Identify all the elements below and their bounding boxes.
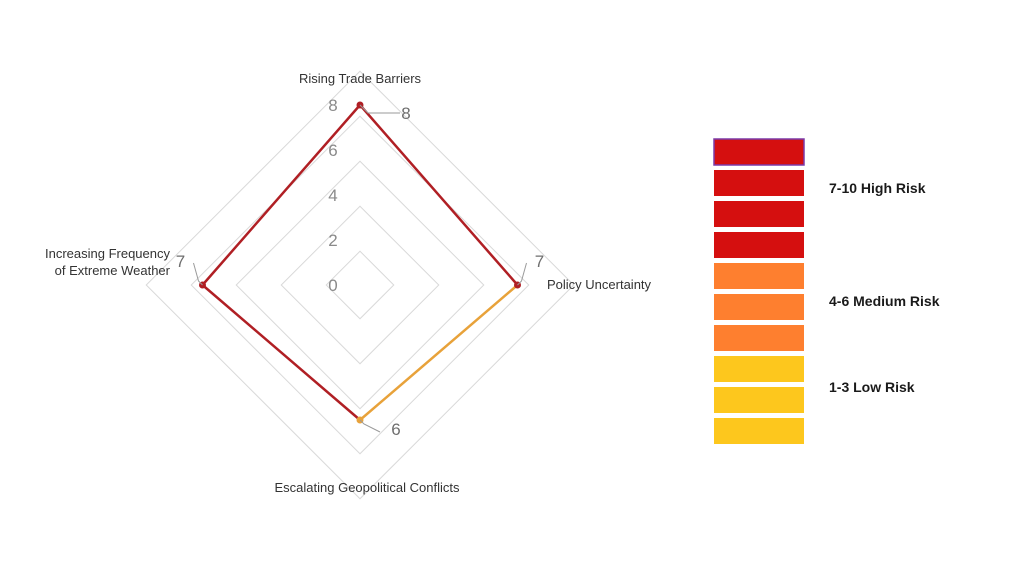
leader-line-1 xyxy=(359,104,400,114)
grid-ring-2 xyxy=(280,205,440,365)
tick-label-8: 8 xyxy=(328,96,337,115)
radar-series xyxy=(199,101,521,424)
axis-label-3: Escalating Geopolitical Conflicts xyxy=(275,480,460,495)
data-label-3: 6 xyxy=(391,420,400,439)
grid-ring-4 xyxy=(190,115,530,455)
legend-block-5 xyxy=(714,263,804,289)
leader-line-2 xyxy=(517,262,527,286)
series-edge-top-right xyxy=(358,103,519,287)
axis-label-2: Policy Uncertainty xyxy=(547,277,652,292)
risk-legend: 7-10 High Risk 4-6 Medium Risk 1-3 Low Ris… xyxy=(713,138,940,444)
tick-label-0: 0 xyxy=(328,276,337,295)
series-edge-bottom-left xyxy=(201,283,362,422)
data-label-4: 7 xyxy=(176,252,185,271)
legend-block-6 xyxy=(714,294,804,320)
legend-block-2 xyxy=(714,170,804,196)
data-label-1: 8 xyxy=(401,104,410,123)
axis-label-1: Rising Trade Barriers xyxy=(299,71,422,86)
legend-label-3: 1-3 Low Risk xyxy=(829,379,915,395)
series-edge-right-bottom xyxy=(358,283,519,422)
leader-line-4 xyxy=(193,262,203,286)
legend-block-7 xyxy=(714,325,804,351)
legend-block-1 xyxy=(713,138,805,166)
tick-label-4: 4 xyxy=(328,186,337,205)
legend-block-3 xyxy=(714,201,804,227)
tick-label-2: 2 xyxy=(328,231,337,250)
legend-label-2: 4-6 Medium Risk xyxy=(829,293,940,309)
legend-block-9 xyxy=(714,387,804,413)
legend-label-1: 7-10 High Risk xyxy=(829,180,926,196)
legend-block-4 xyxy=(714,232,804,258)
radar-grid xyxy=(145,70,575,500)
leader-line-3 xyxy=(359,419,381,433)
radar-labels: 0 2 4 6 8 8 7 6 7 Rising Trade Barriers Policy Unc… xyxy=(45,71,652,495)
legend-block-8 xyxy=(714,356,804,382)
data-label-2: 7 xyxy=(535,252,544,271)
grid-ring-5 xyxy=(145,70,575,500)
grid-ring-1 xyxy=(325,250,395,320)
tick-label-6: 6 xyxy=(328,141,337,160)
axis-label-4: Increasing Frequency of Extreme Weather xyxy=(45,246,171,278)
legend-block-10 xyxy=(714,418,804,444)
series-edge-left-top xyxy=(201,103,362,287)
grid-ring-3 xyxy=(235,160,485,410)
